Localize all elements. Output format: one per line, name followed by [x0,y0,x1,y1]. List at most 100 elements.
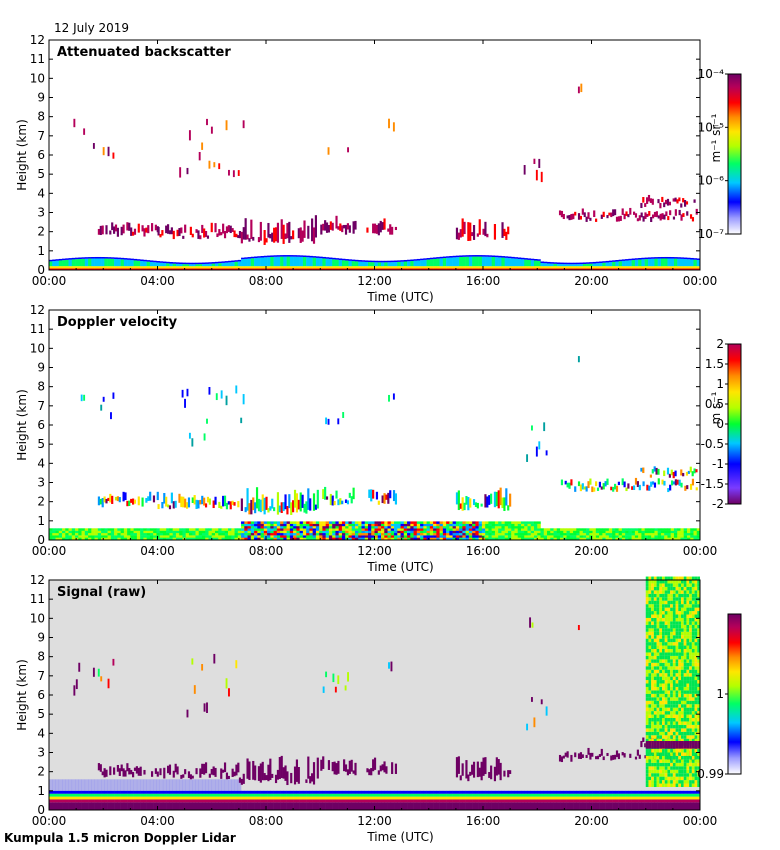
heatmap-cell [276,535,281,538]
heatmap-cell [651,796,655,800]
heatmap-cell [674,470,677,477]
heatmap-cell [224,537,229,540]
heatmap-cell [670,796,675,800]
heatmap-cell [354,523,359,527]
heatmap-cell [560,802,564,810]
heatmap-cell [156,268,160,270]
heatmap-cell [153,537,157,540]
heatmap-cell [491,526,496,529]
heatmap-cell [407,523,411,527]
heatmap-cell [260,255,265,258]
heatmap-cell [481,523,486,527]
heatmap-cell [188,130,191,141]
heatmap-cell [371,521,375,524]
heatmap-cell [295,493,299,513]
heatmap-cell [241,268,245,270]
heatmap-cell [520,796,525,800]
heatmap-cell [687,470,690,474]
heatmap-cell [651,728,654,732]
heatmap-cell [696,802,701,810]
heatmap-cell [338,537,343,540]
heatmap-cell [504,802,509,810]
heatmap-cell [198,264,203,267]
heatmap-cell [672,776,676,781]
heatmap-cell [62,790,66,794]
heatmap-cell [501,796,505,800]
heatmap-cell [68,796,73,800]
heatmap-cell [248,238,251,242]
heatmap-cell [242,394,245,405]
heatmap-cell [662,586,665,591]
heatmap-cell [223,762,227,773]
heatmap-cell [250,802,255,810]
heatmap-cell [686,528,691,531]
heatmap-cell [459,796,463,800]
heatmap-cell [130,799,134,803]
heatmap-cell [647,257,652,259]
heatmap-cell [338,799,343,803]
heatmap-cell [426,259,431,267]
heatmap-cell [615,266,619,269]
heatmap-cell [128,222,131,231]
heatmap-cell [511,793,515,797]
heatmap-cell [675,669,679,674]
heatmap-cell [651,711,654,715]
heatmap-cell [449,535,453,538]
heatmap-cell [675,700,679,705]
heatmap-cell [560,479,564,486]
heatmap-cell [600,214,603,219]
heatmap-cell [162,802,167,810]
heatmap-cell [543,793,548,797]
heatmap-cell [397,523,401,527]
heatmap-cell [501,268,505,270]
heatmap-cell [429,526,434,529]
heatmap-cell [667,586,671,591]
heatmap-cell [276,255,281,257]
heatmap-cell [309,526,313,529]
heatmap-cell [201,264,206,267]
heatmap-cell [527,796,532,800]
heatmap-cell [257,799,261,803]
heatmap-cell [672,590,676,594]
heatmap-cell [413,537,418,540]
heatmap-cell [403,528,408,531]
heatmap-cell [433,790,437,794]
heatmap-cell [347,147,350,153]
heatmap-cell [653,721,657,725]
heatmap-cell [338,535,343,538]
heatmap-cell [678,662,682,667]
heatmap-cell [553,530,558,534]
heatmap-cell [642,737,645,742]
heatmap-cell [667,216,670,221]
heatmap-cell [260,526,265,529]
heatmap-cell [645,693,649,698]
heatmap-cell [648,597,652,601]
heatmap-cell [383,761,386,773]
heatmap-cell [598,754,601,757]
heatmap-cell [446,790,450,794]
heatmap-cell [481,532,486,536]
heatmap-cell [670,469,673,476]
heatmap-cell [651,735,654,739]
heatmap-cell [397,537,401,540]
heatmap-cell [682,213,685,217]
heatmap-cell [651,635,654,639]
heatmap-cell [218,532,222,536]
heatmap-cell [198,268,203,270]
date-label: 12 July 2019 [54,21,129,35]
heatmap-cell [656,628,660,632]
heatmap-cell [127,530,131,534]
heatmap-cell [276,532,281,536]
heatmap-cell [681,580,684,584]
heatmap-cell [680,203,683,208]
heatmap-cell [426,793,431,797]
heatmap-cell [260,790,265,794]
heatmap-cell [62,258,66,261]
heatmap-cell [615,799,619,803]
heatmap-cell [344,764,348,772]
heatmap-cell [162,261,167,264]
colorbar-tick-label: 10⁻⁶ [698,174,725,188]
heatmap-cell [107,796,112,800]
heatmap-cell [675,711,679,715]
heatmap-cell [299,256,304,267]
